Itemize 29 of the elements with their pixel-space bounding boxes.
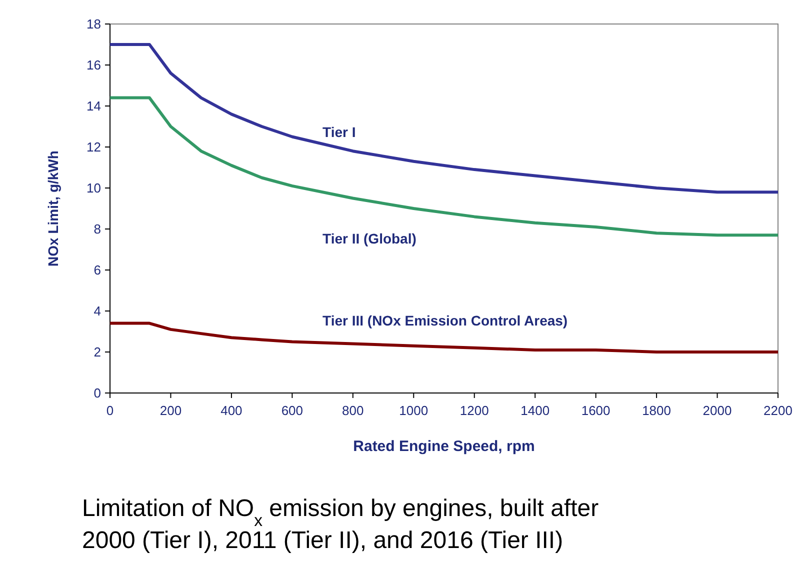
y-tick-label: 4 <box>94 304 101 319</box>
x-tick-label: 1800 <box>642 403 672 418</box>
y-axis-title: NOx Limit, g/kWh <box>45 150 61 266</box>
series-label: Tier II (Global) <box>322 230 416 246</box>
x-tick-label: 400 <box>220 403 242 418</box>
line-series <box>108 43 780 194</box>
y-tick-label: 14 <box>86 98 101 114</box>
x-tick-label: 1600 <box>581 403 610 418</box>
y-tick-label: 6 <box>94 262 101 278</box>
x-tick-label: 1400 <box>520 403 550 418</box>
x-tick-label: 0 <box>106 403 114 418</box>
x-tick-label: 2200 <box>764 403 792 418</box>
text: Limitation of NO$_{x}$ emission by engines, built after 2000 (Tier I), 2011 (Tier II), and 2016 (Tier III) <box>82 495 599 554</box>
x-axis-title: Rated Engine Speed, rpm <box>353 438 535 455</box>
x-tick-label: 1000 <box>399 403 428 418</box>
x-tick-label: 200 <box>160 403 182 418</box>
series-label: Tier III (NOx Emission Control Areas) <box>322 312 568 328</box>
series-label: Tier I <box>322 124 356 140</box>
x-tick-label: 1200 <box>460 403 489 418</box>
y-tick-label: 12 <box>86 140 101 155</box>
y-tick-label: 10 <box>86 180 101 196</box>
y-tick-label: 16 <box>86 58 101 73</box>
y-tick-label: 0 <box>94 386 101 401</box>
x-tick-label: 600 <box>281 403 304 418</box>
x-tick-label: 800 <box>342 403 364 418</box>
y-tick-label: 8 <box>94 222 101 237</box>
y-tick-label: 18 <box>86 16 101 32</box>
y-tick-label: 2 <box>94 344 101 360</box>
x-tick-label: 2000 <box>702 403 732 418</box>
